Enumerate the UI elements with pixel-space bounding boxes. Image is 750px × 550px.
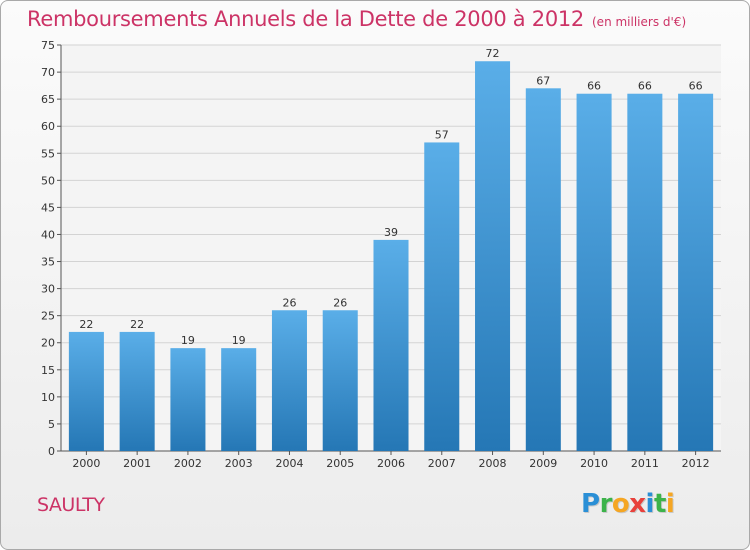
- commune-name: SAULTY: [37, 494, 105, 516]
- x-tick-label: 2008: [479, 457, 507, 470]
- data-label: 67: [536, 74, 550, 87]
- x-tick-label: 2007: [428, 457, 456, 470]
- data-label: 22: [130, 318, 144, 331]
- bar-2001: [119, 331, 155, 451]
- y-tick-label: 40: [41, 228, 55, 241]
- data-label: 19: [181, 334, 195, 347]
- x-tick-label: 2002: [174, 457, 202, 470]
- logo-letter: r: [599, 489, 613, 519]
- bar-2005: [322, 310, 358, 451]
- bar-2011: [627, 93, 663, 451]
- data-label: 26: [282, 296, 296, 309]
- x-tick-label: 2011: [631, 457, 659, 470]
- data-label: 26: [333, 296, 347, 309]
- chart-subtitle: (en milliers d'€): [592, 15, 687, 29]
- y-tick-label: 75: [41, 39, 55, 52]
- data-label: 66: [638, 80, 652, 93]
- y-tick-label: 30: [41, 283, 55, 296]
- x-tick-label: 2001: [123, 457, 151, 470]
- bar-2012: [678, 93, 714, 451]
- y-tick-label: 25: [41, 310, 55, 323]
- y-tick-label: 60: [41, 120, 55, 133]
- data-label: 22: [79, 318, 93, 331]
- x-tick-label: 2012: [682, 457, 710, 470]
- x-tick-label: 2000: [72, 457, 100, 470]
- logo-letter: P: [581, 489, 600, 519]
- chart-title: Remboursements Annuels de la Dette de 20…: [27, 7, 686, 31]
- bar-2009: [525, 88, 561, 451]
- y-tick-label: 5: [48, 418, 55, 431]
- y-tick-label: 50: [41, 174, 55, 187]
- bar-2008: [475, 61, 511, 452]
- x-tick-label: 2003: [225, 457, 253, 470]
- y-tick-label: 20: [41, 337, 55, 350]
- bar-2010: [576, 93, 612, 451]
- x-tick-label: 2005: [326, 457, 354, 470]
- bar-2006: [373, 239, 409, 451]
- bar-2000: [68, 331, 104, 451]
- y-tick-label: 10: [41, 391, 55, 404]
- logo-letter: x: [629, 489, 646, 519]
- x-tick-label: 2009: [529, 457, 557, 470]
- y-tick-label: 70: [41, 66, 55, 79]
- bar-2004: [271, 310, 307, 451]
- bar-2007: [424, 142, 460, 451]
- logo-letter: i: [665, 489, 675, 519]
- x-tick-label: 2004: [275, 457, 303, 470]
- y-tick-label: 65: [41, 93, 55, 106]
- data-label: 57: [435, 128, 449, 141]
- y-tick-label: 15: [41, 364, 55, 377]
- data-label: 66: [689, 80, 703, 93]
- proxiti-logo: Proxiti: [581, 489, 675, 519]
- bar-2003: [221, 348, 257, 451]
- y-tick-label: 55: [41, 147, 55, 160]
- chart-title-text: Remboursements Annuels de la Dette de 20…: [27, 7, 584, 31]
- y-tick-label: 45: [41, 201, 55, 214]
- logo-letter: o: [611, 489, 630, 519]
- logo-letter: i: [645, 489, 655, 519]
- x-tick-label: 2010: [580, 457, 608, 470]
- data-label: 72: [486, 47, 500, 60]
- x-tick-label: 2006: [377, 457, 405, 470]
- bar-2002: [170, 348, 206, 451]
- logo-letter: t: [653, 489, 666, 519]
- data-label: 19: [232, 334, 246, 347]
- y-tick-label: 35: [41, 256, 55, 269]
- data-label: 39: [384, 226, 398, 239]
- y-tick-label: 0: [48, 445, 55, 458]
- data-label: 66: [587, 80, 601, 93]
